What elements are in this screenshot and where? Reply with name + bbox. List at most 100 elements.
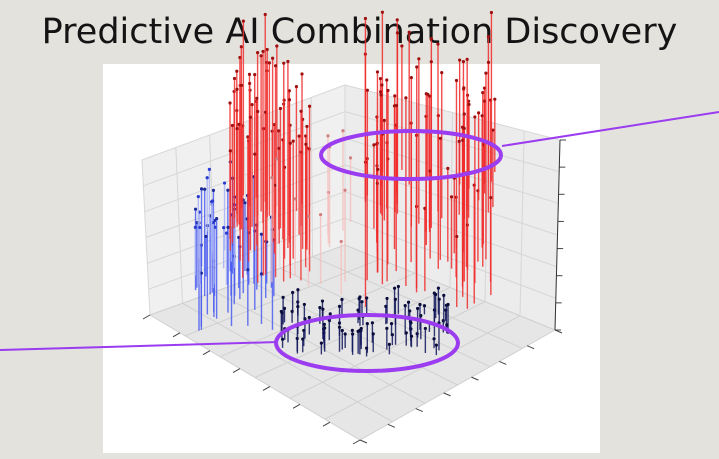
stem-head (291, 290, 295, 295)
stem-head (418, 302, 422, 307)
stem-head (224, 231, 229, 235)
stem-head (390, 333, 394, 337)
stem-head (228, 149, 232, 153)
stem-head (392, 286, 397, 290)
stem-head (259, 232, 264, 236)
grid-line (324, 315, 521, 420)
stem-head (340, 297, 344, 302)
stem-head (297, 134, 301, 138)
stem-head (370, 321, 375, 325)
stem-head (440, 71, 444, 75)
x-axis-tick (352, 439, 361, 445)
stem-head (253, 152, 257, 156)
stem-head (462, 112, 466, 116)
stem-head (407, 30, 411, 34)
stem-head (429, 60, 433, 64)
stem-head (357, 297, 361, 301)
stem-head (248, 115, 253, 119)
stem-head (376, 167, 380, 171)
stem-head (318, 306, 322, 310)
stem-head (222, 226, 226, 230)
stem-head (454, 78, 459, 83)
stem-head (239, 45, 243, 49)
stem-head (193, 207, 198, 211)
stem-head (203, 187, 207, 191)
stem-head (199, 187, 204, 191)
stem-head (457, 139, 461, 143)
grid-line (344, 217, 557, 299)
stem-head (424, 92, 428, 96)
stem-head (438, 136, 442, 140)
y-axis-tick (387, 423, 396, 428)
stem-head (371, 332, 375, 336)
x-axis-tick (292, 403, 301, 409)
stem-head (465, 57, 469, 61)
stem-head (293, 197, 297, 201)
stem-head (458, 58, 462, 62)
stem-head (444, 303, 449, 307)
stem-head (300, 72, 304, 76)
data-stems (193, 10, 497, 357)
stem-head (473, 115, 477, 119)
stem-head (305, 124, 309, 129)
stem-head (365, 296, 369, 300)
stem-head (296, 305, 300, 309)
stem-head (246, 135, 250, 139)
stem-head (386, 88, 390, 93)
stem-head (263, 12, 267, 17)
stem-head (270, 175, 274, 180)
stem-head (406, 300, 411, 304)
stem-head (461, 60, 466, 64)
y-axis-tick (415, 408, 423, 413)
stem-head (213, 225, 217, 229)
stem-head (422, 304, 427, 308)
stem-head (417, 57, 421, 61)
stem-head (489, 10, 494, 15)
stem-head (393, 297, 397, 301)
stem-head (265, 47, 269, 52)
stem-head (408, 309, 412, 313)
stem-head (247, 72, 252, 77)
stem-head (416, 306, 420, 311)
stem-head (210, 200, 214, 204)
stem-head (462, 126, 466, 130)
stem-head (299, 109, 303, 113)
stem-head (432, 291, 436, 295)
stem-head (380, 10, 384, 14)
x-axis-tick (262, 385, 271, 391)
stem-head (423, 326, 427, 331)
stem-head (319, 212, 323, 217)
stem-head (230, 123, 234, 128)
stem-head (307, 315, 311, 320)
stem-head (232, 76, 237, 81)
stem-head (248, 81, 252, 86)
stem-head (196, 195, 200, 199)
stem-head (477, 111, 481, 115)
stem-head (348, 156, 353, 160)
stem-head (429, 37, 433, 41)
stem-head (322, 322, 326, 326)
stem-head (387, 342, 391, 346)
stem-head (271, 56, 275, 60)
stem-head (393, 94, 397, 98)
stem-head (341, 129, 345, 133)
stem-head (261, 49, 265, 54)
stem-head (375, 70, 380, 74)
stem-head (228, 101, 232, 105)
x-axis-tick (232, 368, 241, 374)
stem-head (442, 293, 446, 297)
stem-head (446, 166, 450, 170)
stem-head (259, 272, 264, 276)
stem-head (462, 86, 466, 90)
stem-head (455, 234, 459, 239)
stem-head (400, 44, 404, 48)
stem-head (326, 134, 330, 138)
stem-head (379, 93, 383, 97)
stem-head (235, 69, 239, 73)
y-axis-tick (443, 392, 451, 397)
stem-head (281, 295, 285, 299)
z-axis-line (554, 139, 561, 331)
stem-head (207, 167, 211, 171)
stem-head (395, 18, 399, 22)
